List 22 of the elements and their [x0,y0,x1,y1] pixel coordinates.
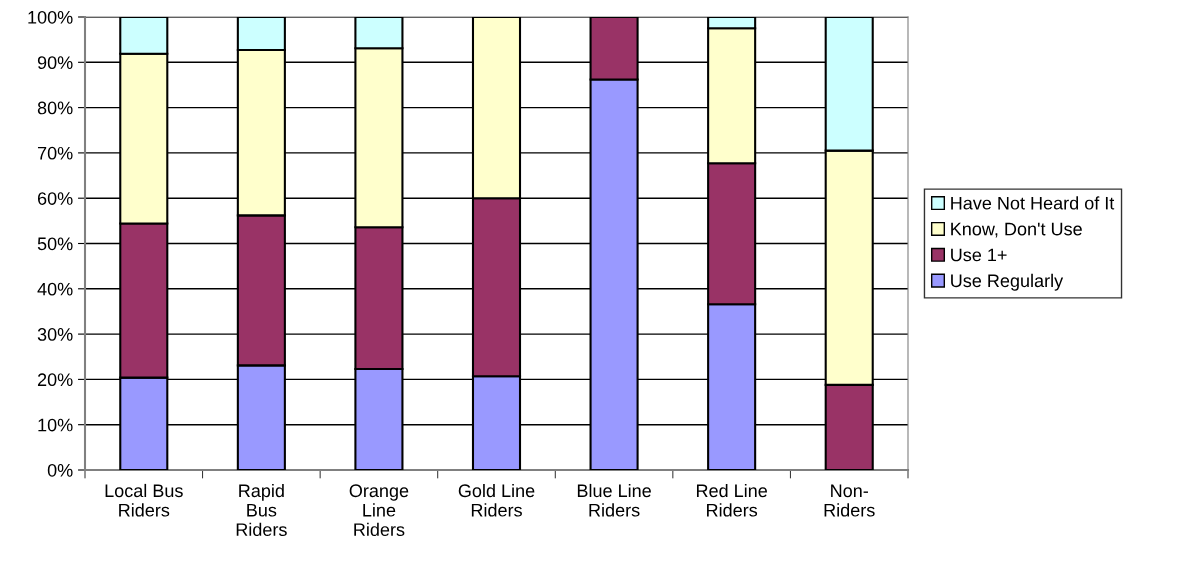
legend-label: Know, Don't Use [951,222,1082,238]
legend-label: Have Not Heard of It [951,196,1115,210]
x-tick-label: Gold Line Riders [458,483,535,517]
x-tick-label: Blue Line Riders [577,483,651,517]
y-tick-label: 100% [28,10,73,24]
x-tick-label: Orange Line Riders [349,484,409,537]
x-tick-label: Local Bus Riders [105,483,183,517]
x-tick-label: Red Line Riders [696,483,767,517]
legend-label: Use Regularly [951,273,1064,291]
legend-label: Use 1+ [951,248,1007,262]
y-tick-label: 10% [38,418,73,432]
y-tick-label: 0% [47,463,73,477]
x-tick-label: Non- Riders [824,484,875,517]
y-tick-label: 80% [37,101,73,115]
y-tick-label: 30% [37,328,73,341]
y-tick-label: 90% [37,56,73,70]
x-tick-label: Rapid Bus Riders [236,483,287,537]
y-tick-label: 70% [37,146,73,160]
y-tick-label: 60% [37,192,73,205]
y-tick-label: 50% [37,237,73,251]
y-tick-label: 20% [37,373,73,387]
y-tick-label: 40% [37,282,73,296]
